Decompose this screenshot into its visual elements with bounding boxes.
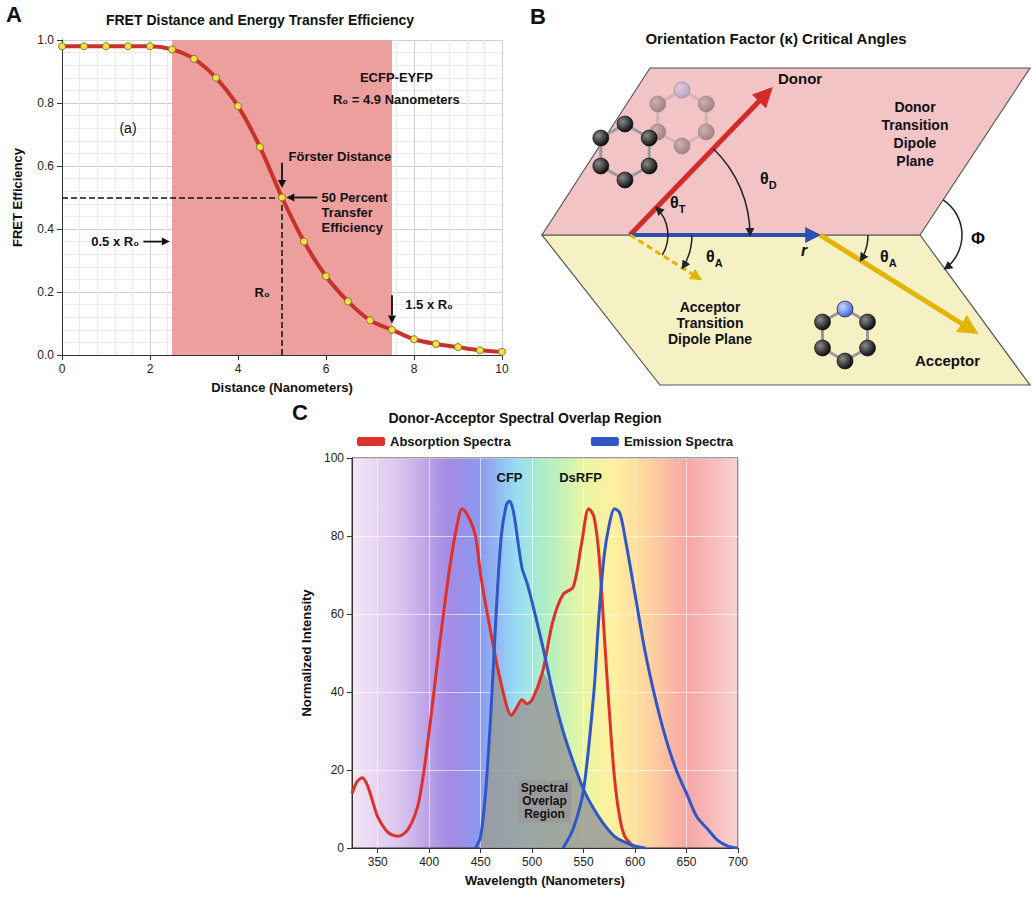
svg-text:Förster Distance: Förster Distance (289, 149, 392, 164)
svg-text:θA: θA (706, 248, 723, 269)
svg-text:0.6: 0.6 (37, 159, 54, 173)
svg-text:Transfer: Transfer (322, 205, 373, 220)
svg-text:8: 8 (411, 362, 418, 376)
svg-text:0.2: 0.2 (37, 285, 54, 299)
svg-text:80: 80 (331, 529, 345, 543)
svg-text:Wavelength (Nanometers): Wavelength (Nanometers) (465, 873, 625, 888)
svg-text:0: 0 (59, 362, 66, 376)
svg-text:500: 500 (522, 855, 542, 869)
svg-text:Φ: Φ (971, 229, 985, 248)
svg-text:DonorTransitionDipolePlane: DonorTransitionDipolePlane (882, 99, 949, 169)
svg-text:Emission Spectra: Emission Spectra (624, 434, 734, 449)
svg-text:20: 20 (331, 763, 345, 777)
svg-text:ECFP-EYFP: ECFP-EYFP (360, 70, 433, 85)
svg-text:Donor-Acceptor Spectral Overla: Donor-Acceptor Spectral Overlap Region (388, 410, 661, 426)
svg-text:6: 6 (323, 362, 330, 376)
svg-text:550: 550 (574, 855, 594, 869)
svg-text:(a): (a) (119, 120, 136, 136)
svg-text:100: 100 (324, 451, 344, 465)
svg-text:600: 600 (625, 855, 645, 869)
svg-text:1.5 x R₀: 1.5 x R₀ (405, 297, 453, 312)
svg-text:Distance (Nanometers): Distance (Nanometers) (211, 380, 353, 395)
svg-text:Efficiency: Efficiency (322, 220, 384, 235)
html-text:A: A (6, 2, 22, 27)
svg-text:Acceptor: Acceptor (915, 352, 980, 369)
svg-text:AcceptorTransitionDipole Plane: AcceptorTransitionDipole Plane (668, 299, 752, 347)
svg-text:650: 650 (677, 855, 697, 869)
svg-text:B: B (530, 4, 546, 29)
svg-text:Orientation Factor (κ) Critica: Orientation Factor (κ) Critical Angles (645, 30, 906, 47)
svg-text:DsRFP: DsRFP (559, 470, 602, 485)
svg-text:Donor: Donor (778, 70, 822, 87)
svg-text:Region: Region (524, 807, 565, 821)
svg-text:50 Percent: 50 Percent (322, 190, 388, 205)
svg-text:θA: θA (880, 248, 897, 269)
svg-text:Spectral: Spectral (521, 781, 568, 795)
svg-text:r: r (801, 242, 808, 259)
svg-text:FRET Efficiency: FRET Efficiency (10, 147, 25, 247)
svg-text:450: 450 (471, 855, 491, 869)
svg-text:2: 2 (147, 362, 154, 376)
svg-text:0: 0 (337, 841, 344, 855)
svg-text:R₀: R₀ (255, 285, 270, 300)
svg-text:400: 400 (419, 855, 439, 869)
svg-text:4: 4 (235, 362, 242, 376)
svg-text:Normalized Intensity: Normalized Intensity (299, 589, 314, 717)
svg-text:θT: θT (670, 194, 686, 215)
svg-text:700: 700 (728, 855, 748, 869)
svg-text:60: 60 (331, 607, 345, 621)
html-text:C: C (292, 400, 308, 425)
svg-text:0.4: 0.4 (37, 222, 54, 236)
svg-text:CFP: CFP (496, 470, 522, 485)
svg-text:0.5 x R₀: 0.5 x R₀ (91, 234, 139, 249)
svg-text:0.8: 0.8 (37, 96, 54, 110)
svg-text:350: 350 (368, 855, 388, 869)
svg-text:10: 10 (495, 362, 509, 376)
svg-text:R₀ = 4.9 Nanometers: R₀ = 4.9 Nanometers (333, 92, 460, 107)
svg-text:0.0: 0.0 (37, 348, 54, 362)
svg-text:Absorption Spectra: Absorption Spectra (390, 434, 511, 449)
svg-text:1.0: 1.0 (37, 33, 54, 47)
svg-text:FRET Distance and Energy Trans: FRET Distance and Energy Transfer Effici… (106, 12, 414, 28)
svg-text:Overlap: Overlap (522, 794, 567, 808)
svg-text:θD: θD (760, 170, 777, 191)
svg-text:40: 40 (331, 685, 345, 699)
